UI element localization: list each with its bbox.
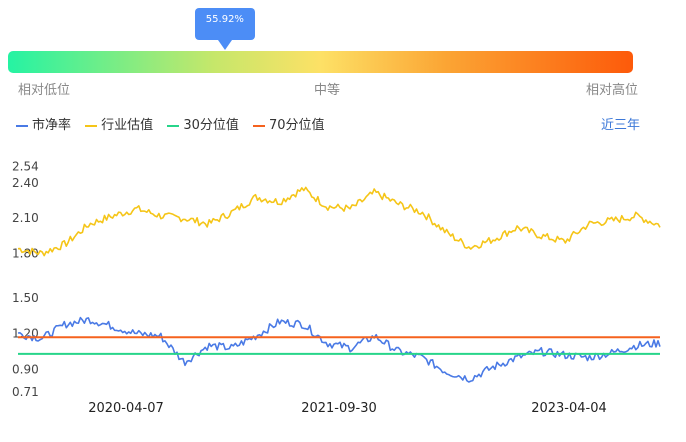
legend-item-p30[interactable]: 30分位值 xyxy=(167,114,239,133)
scale-low-label: 相对低位 xyxy=(18,83,71,98)
legend-swatch-p30 xyxy=(167,124,180,127)
y-tick-label: 1.80 xyxy=(12,246,39,260)
legend-label-pb: 市净率 xyxy=(32,118,72,133)
percentile-value: 55.92% xyxy=(205,14,244,25)
percentile-tooltip: 55.92% xyxy=(194,8,255,50)
valuation-gauge: 55.92% 相对低位 中等 相对高位 xyxy=(0,0,686,100)
legend-item-p70[interactable]: 70分位值 xyxy=(253,114,325,133)
y-tick-label: 2.40 xyxy=(12,176,39,190)
chart-legend: 市净率 行业估值 30分位值 70分位值 xyxy=(16,114,335,134)
range-selector-button[interactable]: 近三年 xyxy=(600,118,640,133)
legend-swatch-p70 xyxy=(253,124,265,127)
legend-item-industry[interactable]: 行业估值 xyxy=(85,114,153,133)
series-line xyxy=(17,186,661,257)
x-tick-label: 2021-09-30 xyxy=(301,401,377,416)
scale-mid-label: 中等 xyxy=(314,83,341,98)
y-tick-label: 2.54 xyxy=(12,160,39,174)
valuation-line-chart: 2.542.402.101.801.501.200.900.712020-04-… xyxy=(12,160,661,416)
y-tick-label: 0.71 xyxy=(12,385,39,399)
x-tick-label: 2020-04-07 xyxy=(88,401,164,416)
legend-label-p70: 70分位值 xyxy=(269,118,325,133)
legend-swatch-pb xyxy=(16,124,28,127)
y-tick-label: 2.10 xyxy=(12,211,39,225)
legend-label-industry: 行业估值 xyxy=(101,118,154,133)
legend-swatch-industry xyxy=(85,124,98,127)
legend-item-pb[interactable]: 市净率 xyxy=(16,114,71,133)
percentile-gradient-bar xyxy=(8,51,633,73)
scale-high-label: 相对高位 xyxy=(585,83,638,98)
y-tick-label: 1.50 xyxy=(12,291,39,305)
legend-label-p30: 30分位值 xyxy=(183,118,239,133)
x-tick-label: 2023-04-04 xyxy=(531,401,607,416)
series-line xyxy=(17,316,661,383)
y-tick-label: 0.90 xyxy=(12,362,39,376)
